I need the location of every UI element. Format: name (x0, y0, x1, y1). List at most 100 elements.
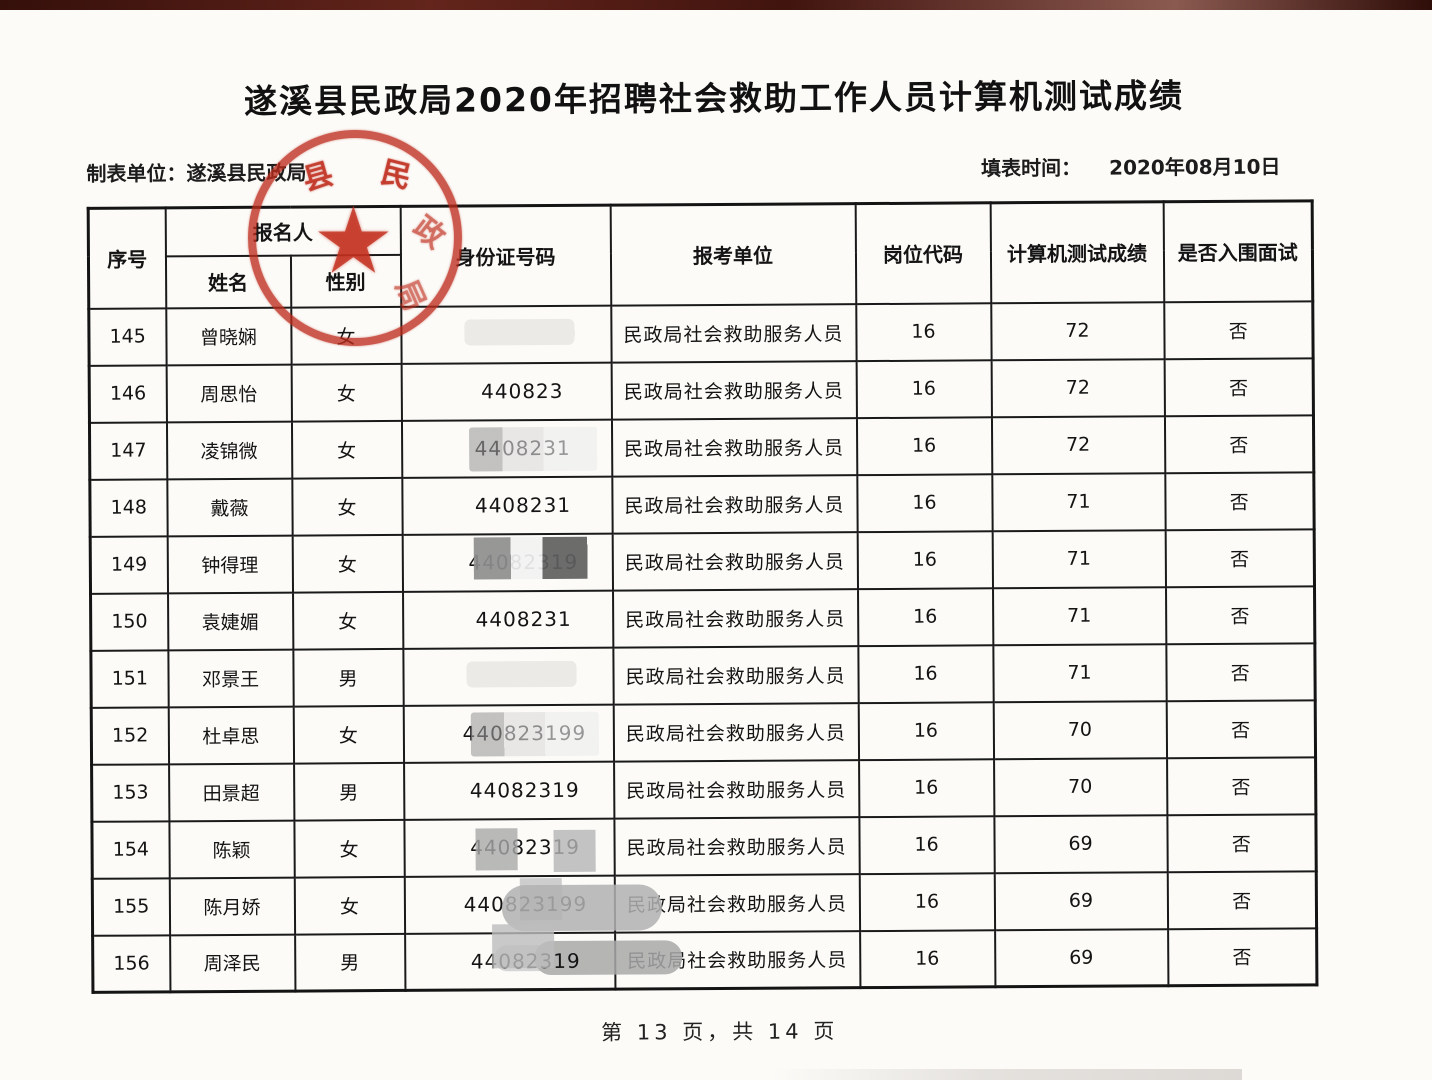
cell-name: 曾晓娴 (165, 307, 292, 365)
cell-score: 69 (993, 814, 1168, 873)
photo-top-edge (0, 0, 1432, 10)
meta-row: 制表单位：遂溪县民政局 填表时间： 2020年08月10日 (86, 151, 1280, 187)
header-index: 序号 (88, 207, 166, 309)
cell-gender: 女 (293, 705, 404, 764)
cell-job-code: 16 (857, 587, 993, 646)
results-table: 序号 报名人 身份证号码 报考单位 岗位代码 计算机测试成绩 是否入围面试 姓名… (86, 199, 1319, 994)
page-title: 遂溪县民政局2020年招聘社会救助工作人员计算机测试成绩 (243, 76, 1185, 121)
cell-interview: 否 (1165, 585, 1315, 644)
id-number-text: 440823199 (463, 891, 588, 917)
cell-index: 148 (89, 478, 168, 537)
cell-id-number: 440823 (401, 362, 612, 421)
cell-score: 72 (990, 301, 1165, 360)
cell-interview: 否 (1164, 414, 1314, 473)
header-score: 计算机测试成绩 (990, 201, 1164, 303)
cell-index: 156 (92, 934, 170, 993)
id-number-text: 4408231 (475, 663, 573, 689)
cell-id-number: 44082319 (400, 305, 612, 364)
cell-interview: 否 (1163, 300, 1314, 359)
cell-name: 陈月娇 (169, 877, 295, 935)
cell-index: 155 (92, 877, 170, 936)
cell-score: 69 (994, 928, 1168, 987)
cell-interview: 否 (1164, 471, 1315, 530)
cell-gender: 女 (291, 420, 402, 479)
cell-name: 田景超 (168, 763, 294, 821)
cell-gender: 女 (294, 876, 405, 935)
cell-job-code: 16 (855, 302, 992, 361)
cell-job-code: 16 (858, 758, 994, 817)
cell-index: 147 (89, 421, 167, 480)
cell-job-code: 16 (856, 416, 992, 475)
table-row: 152 杜卓思 女 440823199 民政局社会救助服务人员 16 70 否 (91, 699, 1316, 765)
table-row: 156 周泽民 男 44082319 民政局社会救助服务人员 16 69 否 (92, 923, 1317, 993)
cell-name: 周泽民 (169, 934, 295, 992)
cell-index: 152 (91, 706, 169, 765)
id-number-text: 4408231 (474, 435, 571, 461)
cell-id-number: 440823199 (404, 875, 662, 934)
table-row: 148 戴薇 女 4408231 民政局社会救助服务人员 16 71 否 (89, 471, 1315, 537)
cell-score: 71 (992, 643, 1167, 702)
cell-job-code: 16 (859, 929, 995, 988)
fill-time-value: 2020年08月10日 (1109, 154, 1281, 180)
id-number-text: 4408231 (474, 492, 572, 518)
cell-unit: 民政局社会救助服务人员 (612, 531, 858, 591)
cell-name: 钟得理 (167, 535, 293, 593)
cell-job-code: 16 (856, 359, 992, 418)
cell-id-number: 44082319 (403, 761, 614, 820)
cell-id-number: 44082319 (403, 818, 615, 877)
fill-time: 填表时间： 2020年08月10日 (981, 151, 1280, 182)
cell-gender: 男 (294, 933, 405, 992)
maker-unit-label: 制表单位：遂溪县民政局 (86, 160, 307, 186)
cell-score: 70 (993, 700, 1167, 759)
header-unit: 报考单位 (610, 203, 856, 306)
cell-id-number: 4408231 (402, 590, 613, 649)
cell-job-code: 16 (857, 530, 993, 589)
id-number-text: 44082319 (470, 948, 581, 974)
page-footer: 第 13 页，共 14 页 (601, 1019, 839, 1045)
cell-name: 袁婕媚 (167, 592, 293, 650)
id-number-text: 44082319 (470, 834, 581, 860)
cell-gender: 男 (293, 762, 404, 821)
cell-name: 凌锦微 (166, 421, 292, 479)
table-row: 145 曾晓娴 女 44082319 民政局社会救助服务人员 16 72 否 (88, 300, 1314, 366)
cell-index: 153 (91, 763, 169, 822)
cell-unit: 民政局社会救助服务人员 (614, 873, 860, 933)
cell-index: 145 (88, 307, 167, 366)
cell-job-code: 16 (859, 872, 995, 931)
cell-index: 151 (90, 649, 169, 708)
cell-name: 陈颖 (168, 820, 295, 878)
cell-unit: 民政局社会救助服务人员 (611, 360, 857, 420)
cell-score: 71 (992, 529, 1166, 588)
cell-score: 71 (991, 472, 1166, 531)
cell-id-number: 4408231 (401, 419, 612, 478)
cell-id-number: 44082319 (402, 533, 613, 592)
table-row: 155 陈月娇 女 440823199 民政局社会救助服务人员 16 69 否 (92, 870, 1317, 936)
header-interview: 是否入围面试 (1163, 200, 1313, 302)
table-row: 146 周思怡 女 440823 民政局社会救助服务人员 16 72 否 (89, 357, 1314, 423)
cell-gender: 女 (293, 819, 405, 878)
cell-index: 150 (90, 592, 168, 651)
cell-gender: 女 (291, 477, 403, 536)
cell-index: 146 (89, 364, 167, 423)
cell-interview: 否 (1167, 870, 1317, 929)
cell-job-code: 16 (858, 701, 994, 760)
id-number-text: 44082319 (466, 321, 577, 347)
cell-score: 70 (993, 757, 1167, 816)
cell-unit: 民政局社会救助服务人员 (612, 645, 859, 705)
cell-interview: 否 (1165, 642, 1316, 701)
cell-score: 71 (992, 586, 1166, 645)
cell-gender: 女 (292, 591, 403, 650)
cell-name: 邓景王 (167, 649, 294, 707)
header-id-number: 身份证号码 (400, 205, 611, 307)
cell-name: 杜卓思 (168, 706, 294, 764)
cell-gender: 女 (292, 534, 403, 593)
cell-name: 周思怡 (166, 364, 292, 422)
cell-index: 149 (90, 535, 168, 594)
id-number-text: 44082319 (469, 777, 580, 803)
table-body: 145 曾晓娴 女 44082319 民政局社会救助服务人员 16 72 否 1… (88, 300, 1317, 993)
cell-gender: 女 (291, 363, 402, 422)
id-number-text: 44082319 (468, 549, 579, 575)
cell-unit: 民政局社会救助服务人员 (613, 702, 859, 762)
cell-unit: 民政局社会救助服务人员 (612, 588, 858, 648)
